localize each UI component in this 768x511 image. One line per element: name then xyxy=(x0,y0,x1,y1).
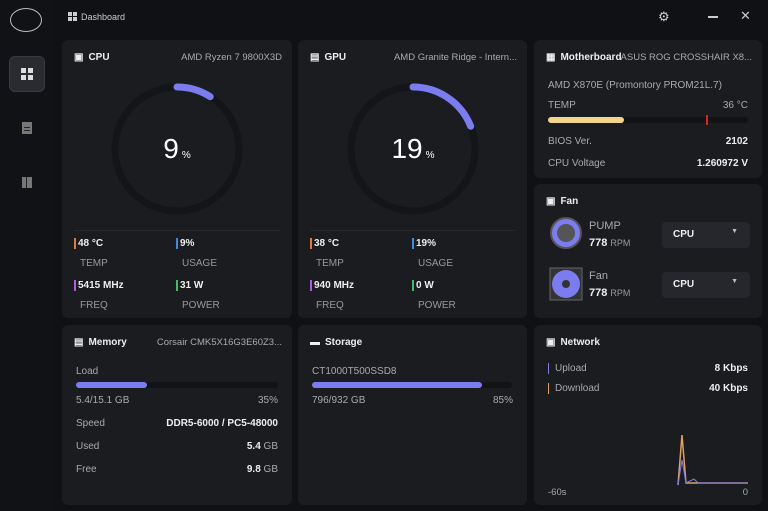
fan-label: Fan xyxy=(560,196,579,207)
cpu-label: CPU xyxy=(88,52,110,63)
motherboard-panel: ▦ Motherboard ASUS ROG CROSSHAIR X8... AM… xyxy=(534,40,762,178)
speed-row: Speed DDR5-6000 / PC5-48000 xyxy=(76,418,278,429)
pump-name: PUMP xyxy=(589,220,621,232)
chevron-down-icon: ▼ xyxy=(731,228,738,235)
window-title: Dashboard xyxy=(81,12,126,22)
fan-panel: ▣ Fan PUMP 778 RPM CPU ▼ Fan 778 RPM CPU ▼ xyxy=(534,184,762,318)
title-bar: Dashboard ⚙ ✕ xyxy=(52,0,768,36)
memory-model: Corsair CMK5X16G3E60Z3... xyxy=(156,337,282,348)
mb-temp-bar xyxy=(548,115,748,125)
nav-document[interactable] xyxy=(9,110,45,146)
storage-panel: ▬ Storage CT1000T500SSD8 796/932 GB 85% xyxy=(298,325,527,505)
network-icon: ▣ xyxy=(546,337,556,348)
drive-name: CT1000T500SSD8 xyxy=(312,366,397,377)
bios-row: BIOS Ver. 2102 xyxy=(548,136,748,147)
gpu-gauge xyxy=(347,83,479,215)
sidebar xyxy=(0,0,52,511)
divider xyxy=(310,230,515,231)
download-row: Download 40 Kbps xyxy=(548,383,748,394)
cpu-freq-stat: 5415 MHz FREQ xyxy=(74,280,124,311)
cpu-panel: ▣ CPU AMD Ryzen 7 9800X3D 9% 48 °C TEMP 9%… xyxy=(62,40,292,318)
gpu-model: AMD Granite Ridge - Intern... xyxy=(393,52,517,63)
divider xyxy=(74,230,280,231)
download-line xyxy=(677,434,748,486)
gpu-panel: ▤ GPU AMD Granite Ridge - Intern... 19% 3… xyxy=(298,40,527,318)
cpu-gauge-arc xyxy=(111,83,243,215)
minimize-button[interactable] xyxy=(708,16,718,18)
settings-icon[interactable]: ⚙ xyxy=(658,9,670,24)
fan-name: Fan xyxy=(589,270,608,282)
upload-line xyxy=(677,459,748,486)
fan-blade-icon xyxy=(549,267,583,301)
cpu-icon: ▣ xyxy=(74,52,84,63)
temp-threshold-marker xyxy=(706,115,708,125)
gpu-icon: ▤ xyxy=(310,52,320,63)
gpu-usage-big: 19% xyxy=(391,133,435,164)
storage-usage-row: 796/932 GB 85% xyxy=(312,395,513,406)
nav-book[interactable] xyxy=(9,164,45,200)
fan-icon: ▣ xyxy=(546,196,556,207)
dashboard-icon xyxy=(68,12,77,24)
cpu-gauge xyxy=(111,83,243,215)
memory-load-bar xyxy=(76,382,278,388)
upload-row: Upload 8 Kbps xyxy=(548,363,748,374)
app-logo xyxy=(10,8,42,32)
storage-icon: ▬ xyxy=(310,337,320,348)
memory-label: Memory xyxy=(88,337,127,348)
gpu-freq-stat: 940 MHz FREQ xyxy=(310,280,355,311)
cpu-model: AMD Ryzen 7 9800X3D xyxy=(181,52,282,63)
x-axis-end: 0 xyxy=(742,487,748,498)
free-row: Free 9.8 GB xyxy=(76,464,278,475)
pump-icon xyxy=(550,217,582,249)
motherboard-icon: ▦ xyxy=(546,52,556,63)
storage-bar xyxy=(312,382,512,388)
fan-source-dropdown[interactable]: CPU ▼ xyxy=(662,272,750,298)
book-icon xyxy=(22,177,32,188)
gpu-usage-stat: 19% USAGE xyxy=(412,238,453,269)
cpu-usage-stat: 9% USAGE xyxy=(176,238,217,269)
fan-rpm: 778 RPM xyxy=(589,287,631,299)
cpu-usage-big: 9% xyxy=(163,133,191,164)
x-axis-start: -60s xyxy=(548,487,567,498)
pump-rpm: 778 RPM xyxy=(589,237,631,249)
chipset: AMD X870E (Promontory PROM21L.7) xyxy=(548,80,722,91)
chevron-down-icon: ▼ xyxy=(731,278,738,285)
gpu-power-stat: 0 W POWER xyxy=(412,280,456,311)
memory-icon: ▤ xyxy=(74,337,84,348)
storage-label: Storage xyxy=(325,337,363,348)
dashboard-icon xyxy=(21,68,33,80)
close-button[interactable]: ✕ xyxy=(740,8,751,23)
nav-dashboard[interactable] xyxy=(9,56,45,92)
cpu-temp-stat: 48 °C TEMP xyxy=(74,238,108,269)
gpu-label: GPU xyxy=(324,52,347,63)
load-label: Load xyxy=(76,366,99,377)
document-icon xyxy=(22,122,32,134)
memory-panel: ▤ Memory Corsair CMK5X16G3E60Z3... Load 5… xyxy=(62,325,292,505)
gpu-gauge-arc xyxy=(347,83,479,215)
pump-source-dropdown[interactable]: CPU ▼ xyxy=(662,222,750,248)
network-panel: ▣ Network Upload 8 Kbps Download 40 Kbps -6… xyxy=(534,325,762,505)
mb-temp-row: TEMP 36 °C xyxy=(548,100,748,111)
memory-load-row: 5.4/15.1 GB 35% xyxy=(76,395,278,406)
used-row: Used 5.4 GB xyxy=(76,441,278,452)
gpu-temp-stat: 38 °C TEMP xyxy=(310,238,344,269)
network-chart xyxy=(677,434,748,486)
cpu-power-stat: 31 W POWER xyxy=(176,280,220,311)
network-label: Network xyxy=(560,337,600,348)
motherboard-model: ASUS ROG CROSSHAIR X8... xyxy=(620,52,752,63)
motherboard-label: Motherboard xyxy=(560,52,622,63)
voltage-row: CPU Voltage 1.260972 V xyxy=(548,158,748,169)
